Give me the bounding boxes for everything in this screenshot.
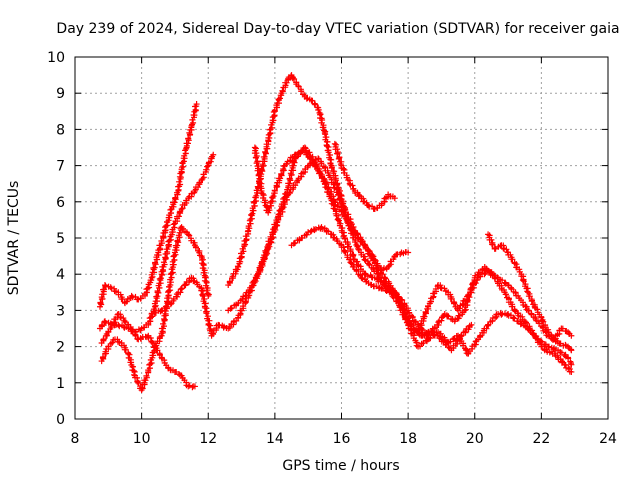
- grid: [75, 57, 608, 419]
- series-markers: [225, 72, 475, 354]
- y-tick-label: 1: [56, 376, 65, 392]
- x-tick-label: 18: [399, 431, 417, 447]
- series-arc-1: [96, 101, 200, 310]
- series-arc-9: [288, 224, 432, 339]
- series-arc-10: [331, 140, 398, 213]
- y-tick-label: 3: [56, 303, 65, 319]
- series-arc-12: [485, 231, 575, 343]
- series-markers: [96, 151, 217, 336]
- y-tick-label: 10: [47, 50, 65, 66]
- x-tick-label: 24: [599, 431, 617, 447]
- x-axis-label: GPS time / hours: [282, 458, 399, 474]
- y-tick-label: 2: [56, 340, 65, 356]
- x-tick-label: 8: [71, 431, 80, 447]
- y-axis-label: SDTVAR / TECUs: [6, 181, 22, 296]
- chart-title: Day 239 of 2024, Sidereal Day-to-day VTE…: [56, 21, 619, 37]
- y-tick-label: 4: [56, 267, 65, 283]
- series-arc-2: [96, 151, 217, 336]
- series-arc-4: [98, 311, 198, 391]
- x-tick-label: 22: [532, 431, 550, 447]
- y-tick-label: 8: [56, 122, 65, 138]
- series-arc-6: [225, 72, 475, 354]
- x-tick-label: 20: [466, 431, 484, 447]
- x-tick-label: 16: [333, 431, 351, 447]
- x-tick-label: 14: [266, 431, 284, 447]
- y-tick-label: 7: [56, 159, 65, 175]
- series-arc-3: [98, 224, 212, 394]
- series-arc-8: [251, 144, 412, 274]
- y-tick-label: 5: [56, 231, 65, 247]
- y-tick-label: 9: [56, 86, 65, 102]
- y-tick-label: 0: [56, 412, 65, 428]
- data-markers: [96, 72, 575, 394]
- x-tick-label: 12: [199, 431, 217, 447]
- y-ticks: 0 1 2 3 4 5 6 7 8 9 10: [47, 50, 608, 428]
- series-arc-11: [415, 267, 575, 354]
- x-ticks: 8 10 12 14 16 18 20 22 24: [71, 57, 617, 447]
- y-tick-label: 6: [56, 195, 65, 211]
- x-tick-label: 10: [133, 431, 151, 447]
